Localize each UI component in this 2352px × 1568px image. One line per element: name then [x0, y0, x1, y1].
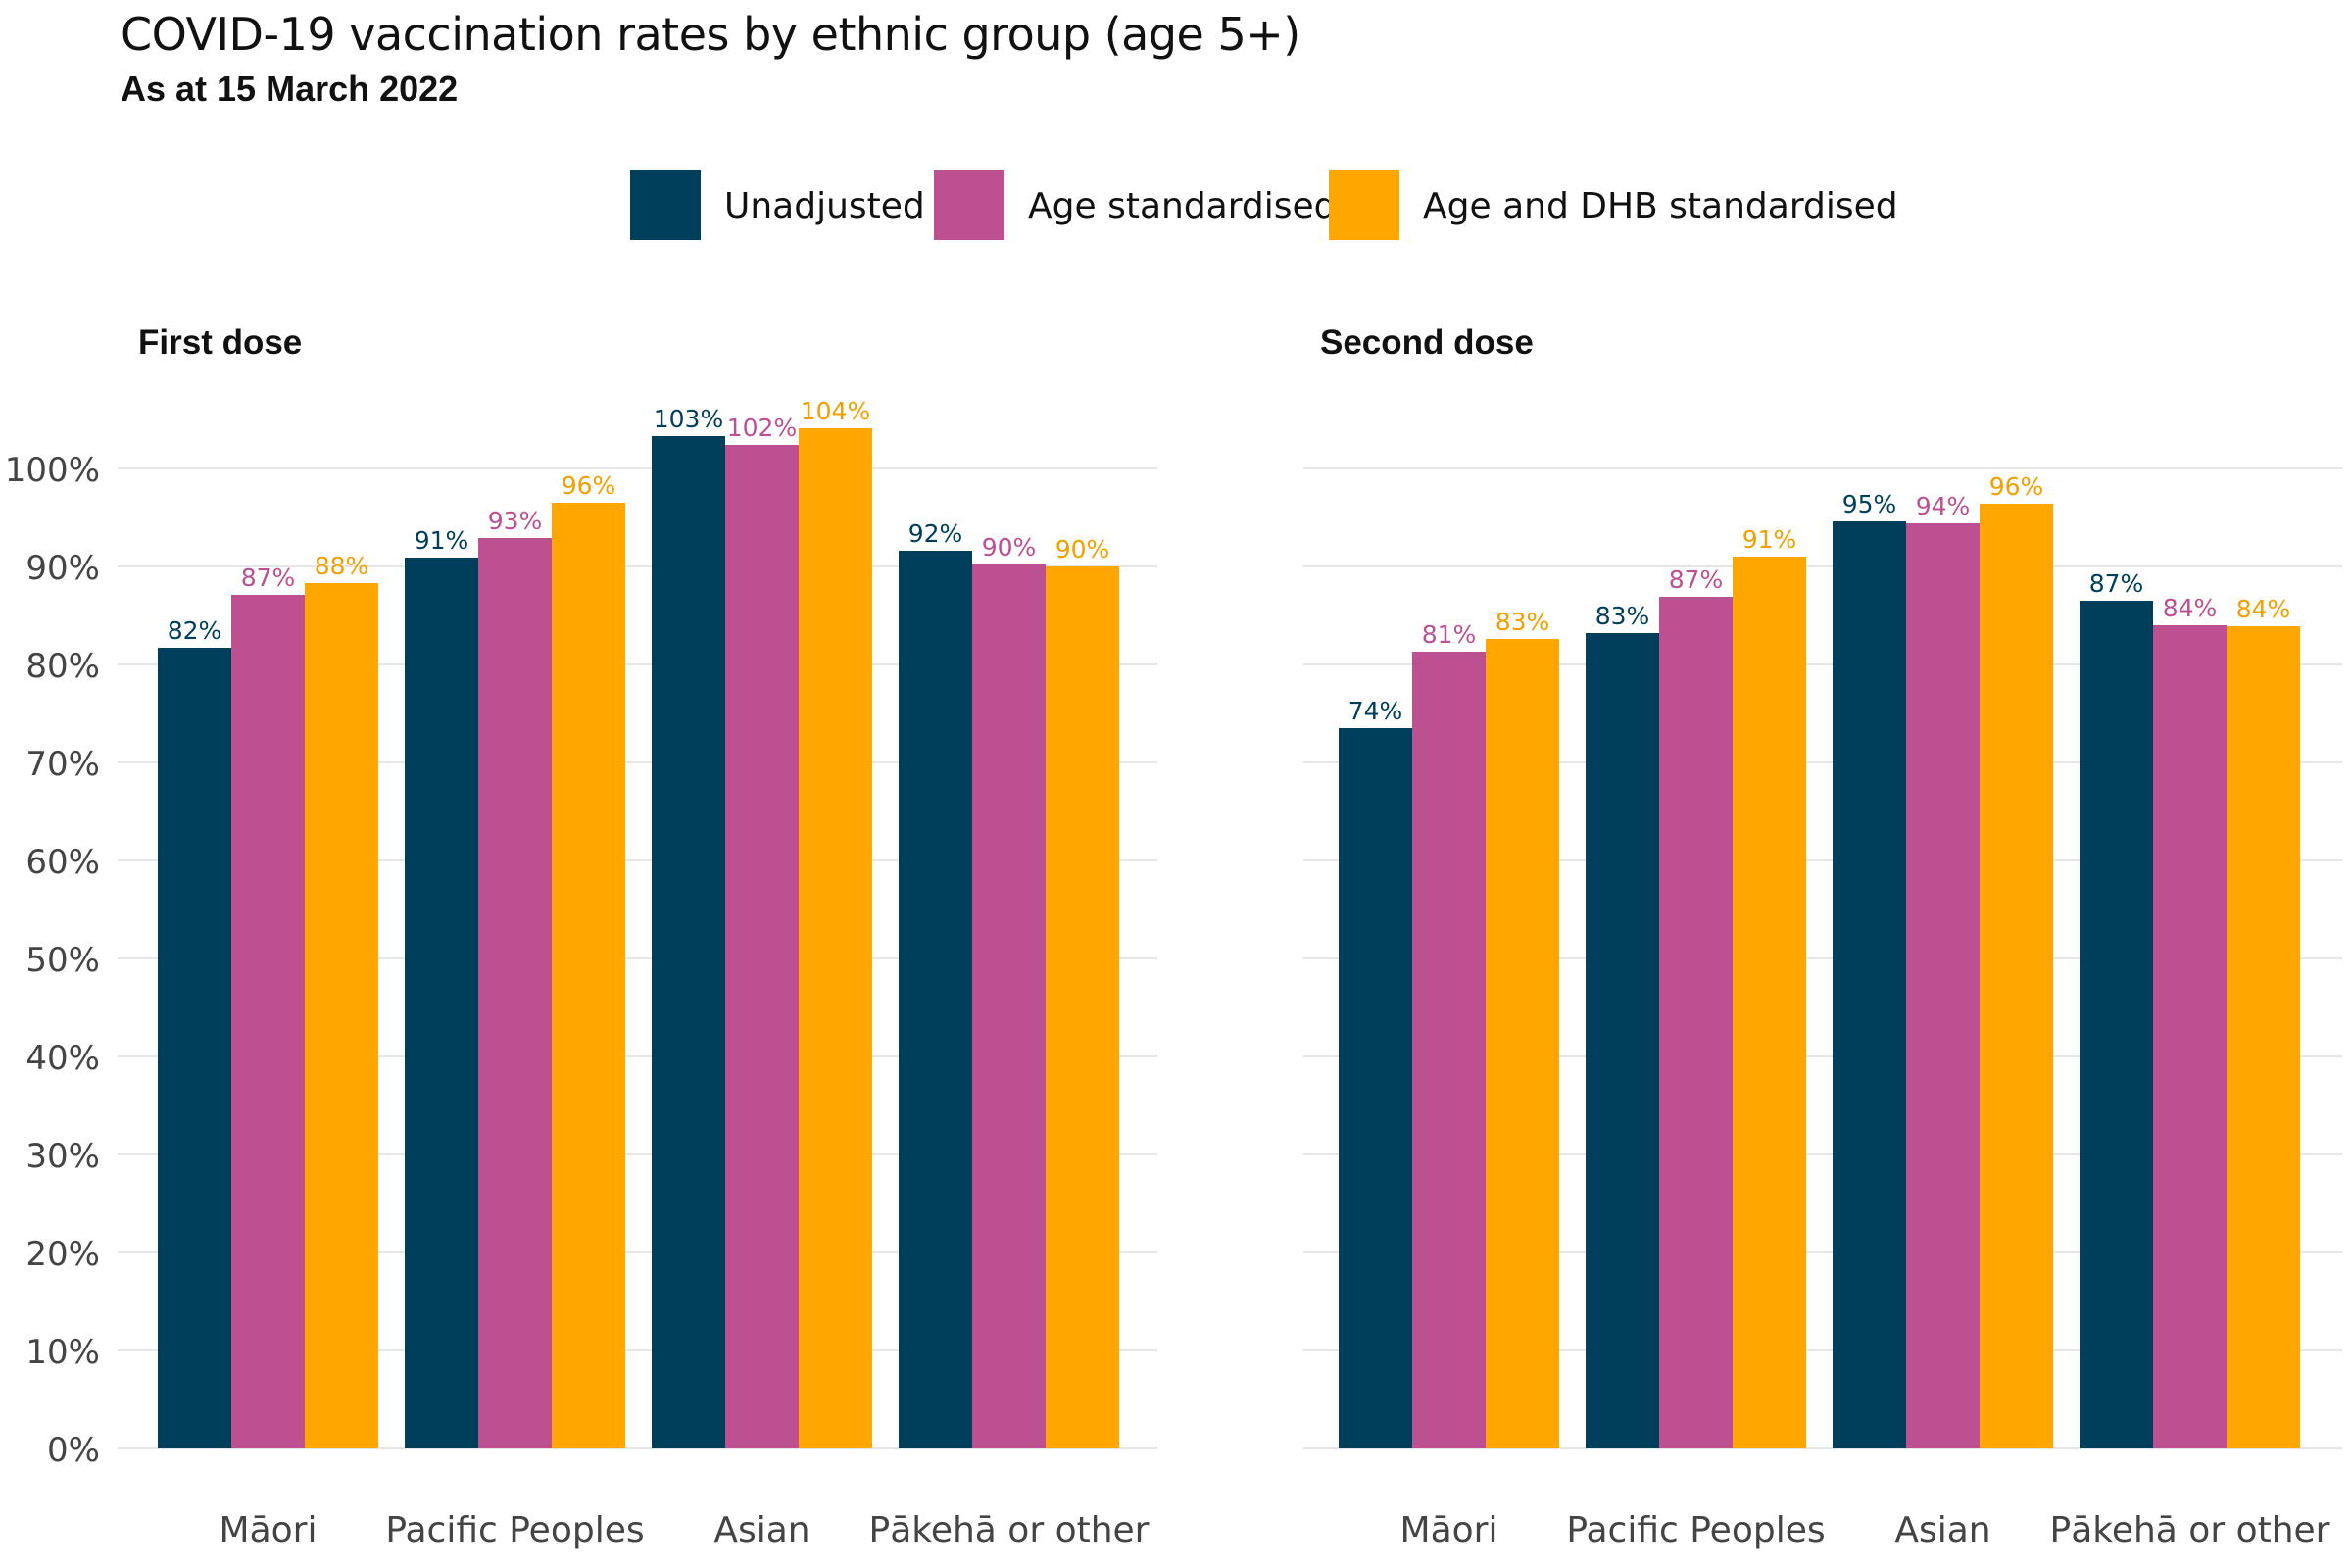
x-tick-label: Pākehā or other — [2050, 1510, 2330, 1550]
bar-value-label: 90% — [1055, 535, 1110, 564]
bar-value-label: 84% — [2163, 594, 2218, 622]
y-tick-label: 40% — [25, 1039, 100, 1078]
chart-title: COVID-19 vaccination rates by ethnic gro… — [121, 8, 1300, 61]
x-tick-label: Pacific Peoples — [1566, 1510, 1825, 1550]
bar-value-label: 87% — [2089, 569, 2144, 598]
legend-label-3: Age and DHB standardised — [1423, 186, 1898, 226]
bar-value-label: 84% — [2236, 595, 2291, 623]
bar-value-label: 82% — [168, 616, 222, 645]
bar-value-label: 87% — [241, 564, 296, 592]
bar-value-label: 96% — [562, 471, 616, 500]
bar-value-label: 92% — [908, 519, 963, 548]
y-tick-label: 30% — [25, 1137, 100, 1176]
x-tick-label: Pacific Peoples — [385, 1510, 644, 1550]
y-tick-label: 90% — [25, 549, 100, 588]
bar-value-label: 83% — [1495, 608, 1550, 636]
bar — [305, 583, 378, 1448]
bar — [1339, 728, 1412, 1448]
y-tick-label: 70% — [25, 745, 100, 784]
bar — [231, 595, 305, 1448]
bar-value-label: 95% — [1842, 490, 1897, 518]
x-tick-label: Asian — [713, 1510, 809, 1550]
x-tick-label: Māori — [1400, 1510, 1498, 1550]
bar-value-label: 83% — [1595, 602, 1650, 630]
bar — [2227, 626, 2300, 1448]
legend-swatch-2 — [934, 170, 1004, 240]
bar — [1586, 633, 1659, 1448]
bar-value-label: 93% — [488, 507, 543, 535]
bar-value-label: 103% — [654, 405, 723, 433]
bar — [1412, 652, 1486, 1448]
bar-value-label: 91% — [415, 526, 469, 555]
bar — [799, 428, 872, 1448]
bar — [1486, 639, 1559, 1448]
bar — [1833, 521, 1906, 1448]
bar — [1659, 597, 1733, 1448]
bar-value-label: 91% — [1742, 525, 1797, 554]
legend-label-1: Unadjusted — [724, 186, 925, 226]
bar — [552, 503, 625, 1448]
bar — [1980, 504, 2053, 1448]
bar-value-label: 94% — [1916, 492, 1971, 520]
bar — [1733, 557, 1806, 1448]
legend-swatch-3 — [1329, 170, 1399, 240]
bar — [158, 648, 231, 1448]
bar — [2153, 625, 2227, 1448]
chart-subtitle: As at 15 March 2022 — [121, 69, 459, 109]
panel-title-1: First dose — [138, 323, 302, 362]
bar — [652, 436, 725, 1448]
x-tick-label: Māori — [220, 1510, 318, 1550]
bar-value-label: 88% — [315, 552, 369, 580]
bar-value-label: 90% — [982, 533, 1037, 562]
bar-value-label: 104% — [801, 397, 870, 425]
y-tick-label: 0% — [47, 1431, 100, 1470]
panel-title-2: Second dose — [1320, 323, 1534, 362]
x-tick-label: Asian — [1894, 1510, 1990, 1550]
bar — [725, 445, 799, 1448]
y-tick-label: 10% — [25, 1333, 100, 1372]
bar-value-label: 96% — [1989, 472, 2044, 501]
bar — [405, 558, 478, 1448]
bar — [1906, 523, 1980, 1448]
legend-swatch-1 — [630, 170, 701, 240]
bar — [1046, 566, 1119, 1448]
y-tick-label: 60% — [25, 843, 100, 882]
y-tick-label: 50% — [25, 941, 100, 980]
bar — [899, 551, 972, 1448]
bar — [478, 538, 552, 1448]
bar-value-label: 74% — [1348, 697, 1403, 725]
bar — [2080, 601, 2153, 1448]
bar — [972, 564, 1046, 1448]
legend-label-2: Age standardised — [1028, 186, 1337, 226]
y-tick-label: 100% — [5, 451, 100, 490]
y-tick-label: 20% — [25, 1235, 100, 1274]
y-tick-label: 80% — [25, 647, 100, 686]
bar-value-label: 87% — [1669, 565, 1724, 594]
bar-value-label: 81% — [1422, 620, 1477, 649]
bar-value-label: 102% — [727, 414, 797, 442]
x-tick-label: Pākehā or other — [869, 1510, 1150, 1550]
